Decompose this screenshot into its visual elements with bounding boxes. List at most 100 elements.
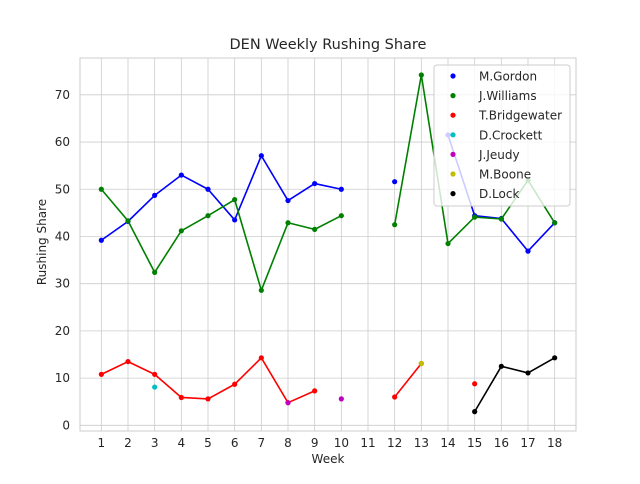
series-line: [100, 154, 342, 241]
data-point: [178, 394, 184, 401]
x-tick-label: 18: [547, 436, 562, 450]
legend-label: J.Williams: [478, 89, 537, 103]
data-point: [445, 240, 451, 247]
data-point: [178, 172, 184, 178]
y-axis-label: Rushing Share: [35, 199, 49, 285]
x-tick-label: 15: [467, 436, 482, 450]
data-point: [205, 213, 211, 219]
x-tick-label: 16: [494, 436, 509, 450]
x-tick-label: 3: [151, 436, 159, 450]
x-axis-label: Week: [312, 452, 345, 466]
x-tick-label: 8: [284, 436, 292, 450]
legend-marker: [450, 151, 456, 157]
legend-item: J.Jeudy: [450, 148, 520, 162]
data-point: [552, 355, 558, 361]
data-point: [338, 186, 344, 192]
x-tick-label: 7: [258, 436, 266, 450]
series-line: [473, 357, 556, 413]
legend-marker: [450, 132, 456, 138]
data-point: [312, 226, 318, 232]
x-tick-label: 12: [387, 436, 402, 450]
data-point: [392, 394, 398, 400]
data-point: [98, 186, 104, 192]
series-line: [100, 188, 342, 292]
legend-marker: [450, 73, 456, 79]
legend-item: J.Williams: [450, 89, 537, 103]
data-point: [152, 371, 158, 377]
series-J.Jeudy: [285, 396, 344, 406]
x-tick-label: 2: [124, 436, 132, 450]
x-tick-label: 17: [520, 436, 535, 450]
legend-label: J.Jeudy: [478, 148, 520, 162]
x-tick-label: 11: [360, 436, 375, 450]
data-point: [125, 218, 131, 224]
x-tick-label: 9: [311, 436, 319, 450]
legend-item: M.Boone: [450, 168, 531, 182]
data-point: [178, 228, 184, 234]
data-point: [392, 179, 398, 185]
legend-item: D.Crockett: [450, 128, 543, 142]
data-point: [418, 360, 424, 367]
y-tick-label: 60: [55, 135, 70, 149]
data-point: [418, 72, 424, 78]
data-point: [98, 237, 104, 243]
series-D.Lock: [472, 355, 558, 415]
data-point: [312, 180, 318, 187]
y-tick-label: 0: [62, 418, 70, 432]
legend-box: [433, 64, 571, 207]
data-point: [285, 220, 291, 226]
data-point: [285, 197, 291, 204]
y-tick-label: 10: [55, 371, 70, 385]
data-point: [525, 248, 531, 254]
legend-label: T.Bridgewater: [478, 109, 562, 123]
y-tick-label: 50: [55, 182, 70, 196]
x-tick-label: 4: [178, 436, 186, 450]
data-point: [98, 371, 104, 377]
y-tick-label: 40: [55, 229, 70, 243]
plot-frame: [79, 57, 577, 432]
x-tick-label: 10: [334, 436, 349, 450]
data-point: [338, 213, 344, 219]
series-D.Crockett: [152, 384, 158, 390]
data-point: [525, 370, 531, 376]
y-tick-label: 70: [55, 88, 70, 102]
data-point: [258, 355, 264, 361]
data-point: [312, 388, 318, 394]
data-point: [232, 381, 238, 387]
data-point: [472, 409, 478, 415]
data-point: [498, 363, 504, 369]
x-tick-label: 6: [231, 436, 239, 450]
legend-marker: [450, 191, 456, 197]
legend: M.Gordon J.Williams T.Bridgewater D.Crocket…: [433, 64, 571, 207]
chart-title: DEN Weekly Rushing Share: [230, 37, 427, 53]
legend-label: D.Crockett: [479, 128, 543, 142]
legend-item: D.Lock: [450, 187, 519, 201]
legend-marker: [450, 171, 456, 177]
data-point: [498, 216, 504, 222]
data-point: [258, 287, 264, 293]
data-point: [152, 192, 158, 198]
data-point: [205, 396, 211, 402]
legend-label: M.Boone: [479, 168, 531, 182]
data-point: [232, 217, 238, 223]
data-point: [392, 222, 398, 228]
data-point: [472, 214, 478, 220]
x-tick-label: 1: [98, 436, 106, 450]
data-point: [472, 381, 478, 387]
data-point: [285, 400, 291, 406]
x-tick-label: 13: [414, 436, 429, 450]
data-point: [152, 384, 158, 390]
y-tick-label: 30: [55, 277, 70, 291]
data-point: [152, 269, 158, 275]
legend-label: M.Gordon: [479, 70, 537, 84]
x-tick-label: 5: [204, 436, 212, 450]
data-point: [232, 197, 238, 203]
legend-item: M.Gordon: [450, 70, 537, 84]
axes: 1 2 3 4 5 6 7 8 9 10 11 12 13 14 15 16 17 180102030405060…: [55, 57, 577, 450]
series-line: [394, 362, 422, 398]
data-point: [258, 153, 264, 159]
x-tick-label: 14: [440, 436, 455, 450]
data-point: [205, 186, 211, 192]
legend-marker: [450, 112, 456, 118]
